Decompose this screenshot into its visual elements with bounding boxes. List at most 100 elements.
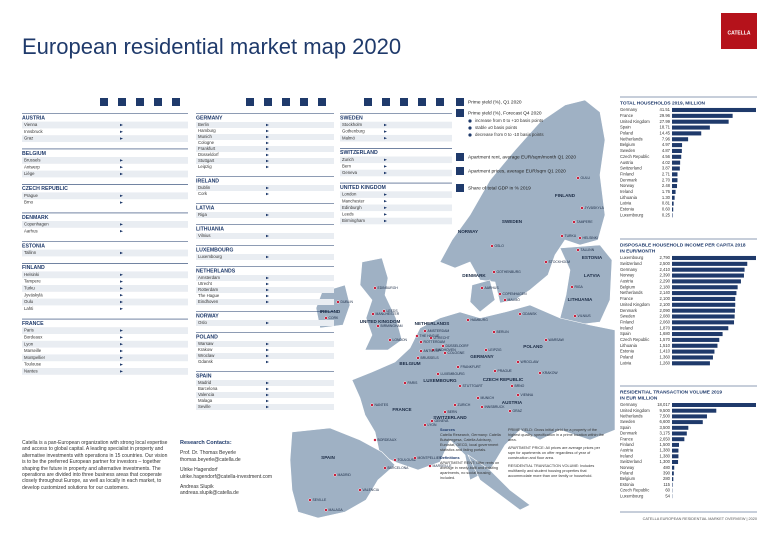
category-label: Poland bbox=[620, 471, 634, 476]
city-label: BIRMINGHAM bbox=[381, 324, 403, 328]
row-stripe bbox=[22, 221, 188, 228]
bar bbox=[672, 403, 756, 407]
trend-arrow bbox=[120, 123, 123, 127]
value-label: 18.71 bbox=[660, 125, 671, 130]
row-stripe bbox=[196, 254, 334, 260]
legend-label: decrease from 0 to -10 basis points bbox=[475, 132, 544, 137]
trend-arrow bbox=[120, 201, 123, 204]
row-stripe bbox=[196, 212, 334, 218]
city-marker bbox=[570, 285, 574, 289]
city-label: OULU bbox=[581, 176, 591, 180]
city-label: TALLINN bbox=[581, 248, 595, 252]
city-name: Montpellier bbox=[24, 355, 46, 360]
trend-arrow bbox=[266, 192, 269, 196]
city-marker bbox=[376, 324, 380, 328]
legend-label: increase from 0 to +10 basis points bbox=[475, 118, 544, 123]
category-label: Spain bbox=[620, 125, 631, 130]
column-icon bbox=[300, 98, 308, 106]
value-label: 3,500 bbox=[660, 425, 671, 430]
column-icon bbox=[400, 98, 408, 106]
bar bbox=[672, 148, 682, 153]
land bbox=[559, 244, 613, 326]
city-marker bbox=[382, 309, 386, 313]
trend-arrow bbox=[384, 200, 387, 203]
country-heading: LITHUANIA bbox=[196, 226, 224, 232]
city-name: Oslo bbox=[198, 320, 207, 325]
city-label: FRANKFURT bbox=[461, 365, 481, 369]
trend-arrow bbox=[384, 206, 387, 209]
row-stripe bbox=[22, 135, 188, 142]
city-label: RIGA bbox=[575, 285, 584, 289]
category-label: France bbox=[620, 436, 634, 441]
city-label: MADRID bbox=[338, 473, 352, 477]
country-heading: SWITZERLAND bbox=[340, 150, 378, 156]
sources-text: Catella Research, Germany: Catella Bulwi… bbox=[440, 433, 501, 452]
bar bbox=[672, 308, 735, 313]
city-marker bbox=[544, 260, 548, 264]
legend-arrow bbox=[468, 133, 472, 137]
city-marker bbox=[373, 438, 377, 442]
category-label: Ireland bbox=[620, 325, 633, 330]
city-label: MANCHESTER bbox=[376, 312, 400, 316]
city-name: Hamburg bbox=[198, 128, 216, 133]
category-label: Czech Republic bbox=[620, 488, 649, 493]
trend-arrow bbox=[266, 354, 269, 358]
city-name: Bordeaux bbox=[24, 335, 43, 340]
land bbox=[351, 304, 616, 481]
city-label: GOTHENBURG bbox=[497, 270, 522, 274]
city-name: Jyväskylä bbox=[24, 292, 43, 297]
country-heading: BELGIUM bbox=[22, 151, 46, 157]
trend-arrow bbox=[384, 130, 387, 133]
city-marker bbox=[423, 329, 427, 333]
chart-title: DISPOSABLE HOUSEHOLD INCOME PER CAPITA 2… bbox=[620, 242, 746, 248]
value-label: 2,060 bbox=[660, 319, 671, 324]
row-stripe bbox=[196, 158, 334, 164]
trend-arrow bbox=[120, 329, 123, 332]
trend-arrow bbox=[120, 194, 123, 197]
city-name: Graz bbox=[24, 136, 33, 141]
value-label: 4.87 bbox=[662, 148, 671, 153]
land bbox=[289, 427, 396, 519]
country-heading: SWEDEN bbox=[340, 115, 363, 121]
category-label: Austria bbox=[620, 448, 634, 453]
city-name: Oulu bbox=[24, 299, 34, 304]
city-marker bbox=[576, 248, 580, 252]
city-label: STOCKHOLM bbox=[549, 260, 571, 264]
value-label: 7.96 bbox=[662, 136, 671, 141]
bar bbox=[672, 343, 718, 348]
trend-arrow bbox=[120, 230, 123, 233]
value-label: 1,260 bbox=[660, 360, 671, 365]
row-stripe bbox=[22, 327, 188, 334]
city-label: NANTES bbox=[375, 403, 389, 407]
bar bbox=[672, 431, 687, 436]
bar bbox=[672, 302, 736, 307]
trend-arrow bbox=[266, 186, 269, 190]
trend-arrow bbox=[266, 294, 269, 298]
bar bbox=[672, 425, 689, 430]
value-label: 390 bbox=[663, 471, 671, 476]
land bbox=[359, 257, 403, 351]
row-stripe bbox=[22, 249, 188, 257]
city-name: Brussels bbox=[24, 158, 40, 163]
category-label: Latvia bbox=[620, 201, 632, 206]
city-name: Birmingham bbox=[342, 218, 365, 223]
city-name: Warsaw bbox=[198, 341, 214, 346]
city-marker bbox=[480, 286, 484, 290]
category-label: Spain bbox=[620, 425, 631, 430]
country-label: LUXEMBOURG bbox=[423, 378, 457, 383]
bar bbox=[672, 437, 685, 442]
value-label: 2,140 bbox=[660, 290, 671, 295]
city-name: Prague bbox=[24, 193, 38, 198]
column-icon bbox=[364, 98, 372, 106]
column-icon bbox=[154, 98, 162, 106]
value-label: 1,870 bbox=[660, 325, 671, 330]
category-label: Spain bbox=[620, 331, 631, 336]
city-name: Dublin bbox=[198, 185, 211, 190]
city-marker bbox=[324, 316, 328, 320]
category-label: Switzerland bbox=[620, 459, 642, 464]
country-label: CZECH REPUBLIC bbox=[483, 377, 524, 382]
row-stripe bbox=[340, 217, 452, 225]
trend-arrow bbox=[266, 348, 269, 352]
country-label: SWITZERLAND bbox=[433, 415, 467, 420]
